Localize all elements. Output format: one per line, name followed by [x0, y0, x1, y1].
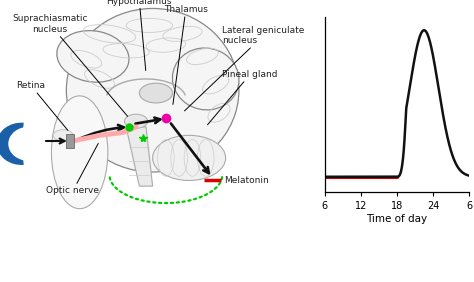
- Text: Melatonin: Melatonin: [224, 176, 269, 185]
- Polygon shape: [126, 127, 153, 186]
- Text: Thalamus: Thalamus: [164, 5, 208, 104]
- Text: Hypothalamus: Hypothalamus: [107, 0, 172, 70]
- Ellipse shape: [66, 8, 239, 172]
- X-axis label: Time of day: Time of day: [366, 213, 428, 224]
- Ellipse shape: [124, 114, 147, 128]
- Text: Suprachiasmatic
nucleus: Suprachiasmatic nucleus: [12, 14, 128, 116]
- Text: Optic nerve: Optic nerve: [46, 144, 100, 195]
- Ellipse shape: [51, 96, 108, 209]
- Ellipse shape: [57, 31, 129, 82]
- Ellipse shape: [139, 83, 173, 103]
- Text: Retina: Retina: [17, 81, 68, 130]
- Ellipse shape: [173, 48, 239, 110]
- Text: Pineal gland: Pineal gland: [208, 70, 278, 125]
- Wedge shape: [8, 127, 30, 161]
- Text: Lateral geniculate
nucleus: Lateral geniculate nucleus: [184, 26, 305, 111]
- Bar: [66, 134, 73, 148]
- Ellipse shape: [53, 130, 73, 141]
- Ellipse shape: [153, 135, 226, 180]
- Wedge shape: [0, 123, 24, 165]
